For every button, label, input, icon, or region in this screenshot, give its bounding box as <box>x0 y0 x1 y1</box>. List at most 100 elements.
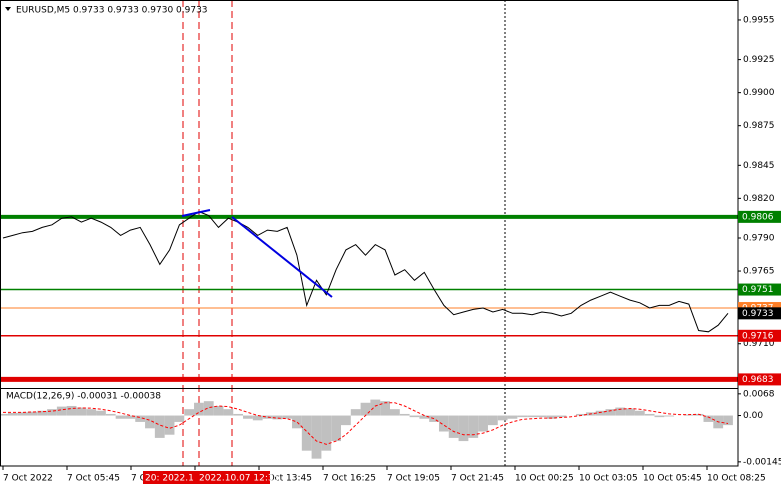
level-label-box <box>738 283 781 296</box>
macd-bar <box>497 415 508 421</box>
marker-label: 20: 2022.1 <box>145 474 194 484</box>
macd-bar <box>370 399 381 416</box>
macd-bar <box>86 409 97 416</box>
y-tick-label: 0.9765 <box>743 267 775 277</box>
y-tick-label: 0.9820 <box>743 194 775 204</box>
macd-bar <box>634 410 645 416</box>
y-tick-label: 0.9710 <box>743 339 775 349</box>
macd-bar <box>47 409 57 416</box>
macd-bar <box>429 415 439 422</box>
symbol-header: EURUSD,M5 0.9733 0.9733 0.9730 0.9733 <box>16 6 208 16</box>
x-tick-label: 7 Oct 13:45 <box>259 474 312 484</box>
price-label: 0.9733 <box>742 309 774 319</box>
macd-bar <box>292 415 302 429</box>
macd-bar <box>438 415 449 432</box>
macd-bar <box>517 415 528 418</box>
macd-bar <box>56 406 67 416</box>
macd-bar <box>380 401 390 416</box>
level-label: 0.9683 <box>742 375 774 385</box>
macd-bar <box>164 415 175 435</box>
x-tick-label: 10 Oct 00:25 <box>515 474 574 484</box>
x-tick-label: 10 Oct 03:05 <box>579 474 638 484</box>
macd-bar <box>135 415 146 422</box>
x-tick-label: 7 Oct 21:45 <box>451 474 504 484</box>
macd-bar <box>213 405 224 416</box>
macd-bar <box>154 415 165 438</box>
y-tick-label: 0.9900 <box>743 88 775 98</box>
macd-bar <box>76 407 87 416</box>
macd-bar <box>419 415 430 419</box>
macd-bar <box>145 415 155 429</box>
macd-bar <box>507 415 518 419</box>
macd-bar <box>576 413 586 416</box>
y-tick-label: 0.00 <box>743 411 763 421</box>
macd-bar <box>487 415 498 426</box>
marker-label-box <box>143 471 197 484</box>
y-tick-label: 0.9845 <box>743 161 775 171</box>
macd-bar <box>174 415 185 422</box>
macd-bar <box>556 415 567 418</box>
macd-bar <box>125 415 136 419</box>
trend-line <box>231 216 333 298</box>
y-tick-label: 0.9955 <box>743 15 775 25</box>
macd-bar <box>615 407 626 416</box>
macd-bar <box>478 415 488 432</box>
plot <box>0 211 738 459</box>
macd-bar <box>115 415 126 419</box>
marker-label: 2022.10.07 12:35 <box>199 474 279 484</box>
level-label-box <box>738 373 781 386</box>
menu-arrow[interactable] <box>5 7 11 11</box>
macd-bar <box>27 411 38 416</box>
macd-bar <box>654 415 665 418</box>
macd-bar <box>233 413 244 416</box>
marker-label-box <box>197 471 270 484</box>
price-label-box <box>738 307 781 320</box>
macd-bar <box>644 413 655 416</box>
y-tick-label: -0.00145 <box>743 457 781 467</box>
macd-bar <box>595 410 606 416</box>
x-tick-label: 7 Oct 2022 <box>3 474 53 484</box>
macd-bar <box>399 413 410 416</box>
macd-bar <box>331 415 342 442</box>
macd-bar <box>301 415 312 451</box>
macd-bar <box>468 415 479 438</box>
macd-bar <box>625 408 635 416</box>
macd-bar <box>7 412 18 416</box>
x-tick-label: 7 Oct 16:25 <box>323 474 376 484</box>
macd-bar <box>194 402 204 416</box>
y-tick-label: 0.9790 <box>743 234 775 244</box>
macd-bar <box>546 415 557 419</box>
macd-bar <box>223 409 234 416</box>
macd-bar <box>448 415 459 438</box>
macd-bar <box>282 415 293 419</box>
macd-bar <box>703 415 714 422</box>
macd-bar <box>664 415 675 417</box>
level-label: 0.9716 <box>742 331 774 341</box>
macd-bar <box>458 415 469 442</box>
y-tick-label: 0.9925 <box>743 55 775 65</box>
x-tick-label: 7 Oct 05:45 <box>67 474 120 484</box>
macd-bar <box>96 410 106 416</box>
level-label-box <box>738 329 781 342</box>
macd-bar <box>536 415 547 418</box>
trend-line <box>181 209 211 217</box>
x-tick-label: 7 Oct 19:05 <box>387 474 440 484</box>
macd-bar <box>252 415 263 421</box>
macd-bar <box>66 405 77 416</box>
macd-bar <box>350 409 361 416</box>
macd-bar <box>409 415 420 418</box>
macd-bar <box>262 415 273 419</box>
level-label: 0.9751 <box>742 285 774 295</box>
macd-bar <box>527 415 537 418</box>
y-tick-label: 0.0068 <box>743 389 775 399</box>
macd-bar <box>311 415 322 459</box>
macd-bar <box>389 409 400 416</box>
macd-bar <box>360 402 371 416</box>
indicator-header: MACD(12,26,9) -0.00031 -0.00038 <box>6 392 161 402</box>
y-tick-label: 0.9875 <box>743 121 775 131</box>
macd-bar <box>17 412 28 416</box>
macd-bar <box>105 413 116 416</box>
macd-bar <box>272 415 283 420</box>
